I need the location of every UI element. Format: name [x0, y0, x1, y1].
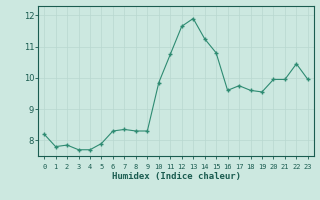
- X-axis label: Humidex (Indice chaleur): Humidex (Indice chaleur): [111, 172, 241, 181]
